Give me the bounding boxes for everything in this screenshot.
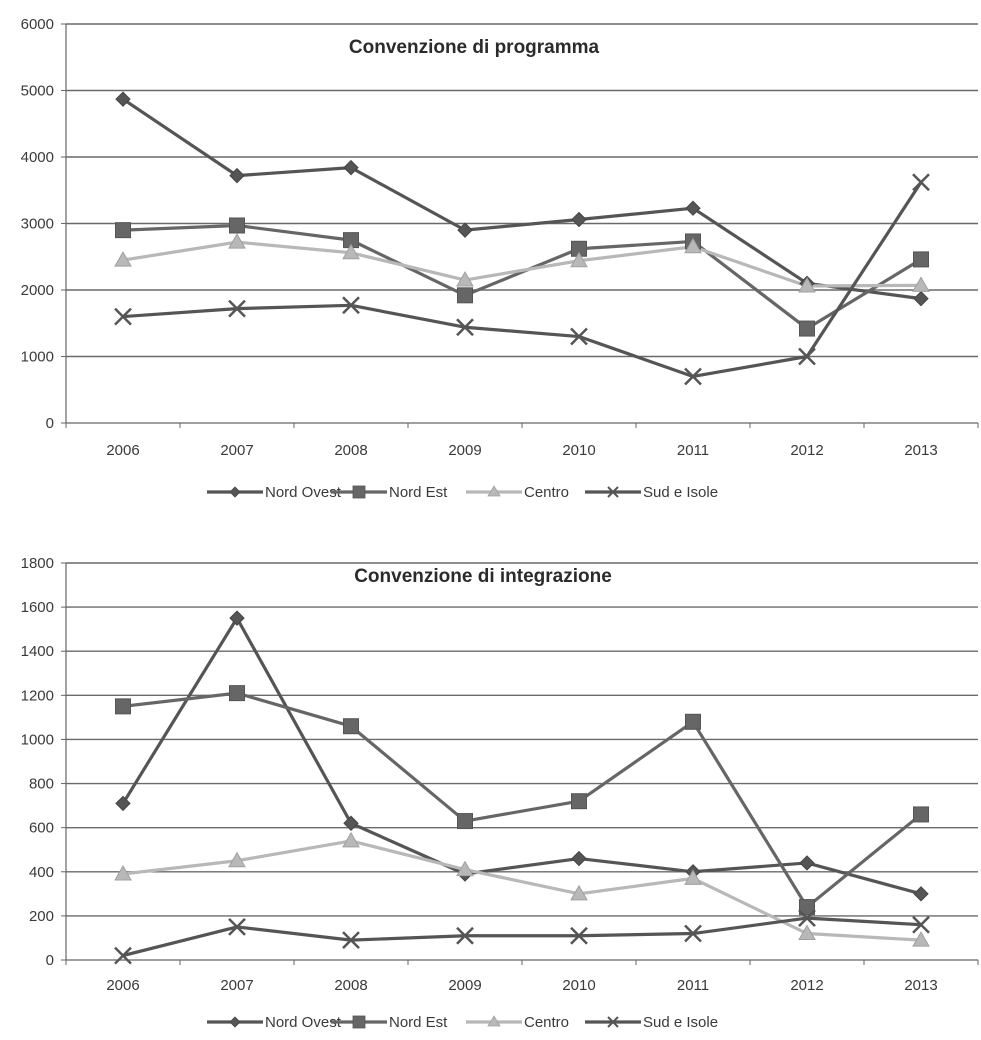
data-point [572,852,586,866]
y-tick-label: 0 [46,415,54,432]
chart-2: 0 200 400 600 800 1000 1200 1400 1600 1800 2006 200… [21,555,978,1031]
data-point [458,288,473,303]
x-tick-label: 2013 [904,442,937,459]
y-tick-label: 1600 [21,599,54,616]
data-point [572,794,587,809]
legend-label: Sud e Isole [643,1014,718,1031]
y-tick-label: 1000 [21,349,54,366]
y-tick-label: 1200 [21,687,54,704]
x-tick-label: 2009 [448,442,481,459]
data-point [686,714,701,729]
y-tick-label: 3000 [21,216,54,233]
data-point [230,686,245,701]
x-tick-label: 2006 [106,977,139,994]
data-point [914,252,929,267]
series-line-nord-est [123,693,921,907]
data-point [800,856,814,870]
data-point [344,719,359,734]
data-point [230,611,244,625]
legend-label: Centro [524,484,569,501]
y-tick-label: 1800 [21,555,54,572]
legend-label: Sud e Isole [643,484,718,501]
data-point [458,814,473,829]
data-point [116,796,130,810]
legend-label: Nord Est [389,484,448,501]
x-tick-label: 2013 [904,977,937,994]
y-tick-label: 1400 [21,643,54,660]
x-tick-label: 2009 [448,977,481,994]
data-point [116,223,131,238]
legend-label: Nord Ovest [265,484,342,501]
legend-marker [353,486,365,498]
data-point [572,213,586,227]
data-point [343,833,359,847]
y-tick-label: 6000 [21,16,54,33]
y-tick-label: 600 [29,820,54,837]
x-tick-label: 2011 [677,977,709,994]
legend-label: Nord Est [389,1014,448,1031]
legend-label: Nord Ovest [265,1014,342,1031]
legend-marker [230,487,240,497]
data-point [800,321,815,336]
legend-label: Centro [524,1014,569,1031]
chart-title: Convenzione di integrazione [354,566,612,587]
data-point [914,887,928,901]
series-line-nord-ovest [123,99,921,299]
x-tick-label: 2010 [562,442,595,459]
chart-title: Convenzione di programma [349,37,600,58]
legend-marker [353,1016,365,1028]
y-tick-label: 400 [29,864,54,881]
x-tick-label: 2010 [562,977,595,994]
x-tick-label: 2012 [790,977,823,994]
x-tick-label: 2011 [677,442,709,459]
data-point [458,223,472,237]
y-tick-label: 4000 [21,149,54,166]
x-tick-label: 2012 [790,442,823,459]
y-tick-label: 800 [29,776,54,793]
legend-marker [230,1017,240,1027]
y-tick-label: 2000 [21,282,54,299]
x-tick-label: 2006 [106,442,139,459]
data-point [914,807,929,822]
y-tick-label: 200 [29,908,54,925]
series-line-nord-ovest [123,618,921,894]
x-tick-label: 2008 [334,977,367,994]
data-point [344,161,358,175]
data-point [913,174,929,190]
data-point [914,292,928,306]
y-tick-label: 1000 [21,731,54,748]
x-tick-label: 2007 [220,977,253,994]
chart-1: 0 1000 2000 3000 4000 5000 6000 2006 2007 2008 200… [21,16,978,501]
x-tick-label: 2008 [334,442,367,459]
x-tick-label: 2007 [220,442,253,459]
data-point [230,218,245,233]
data-point [116,699,131,714]
y-tick-label: 0 [46,952,54,969]
y-tick-label: 5000 [21,83,54,100]
